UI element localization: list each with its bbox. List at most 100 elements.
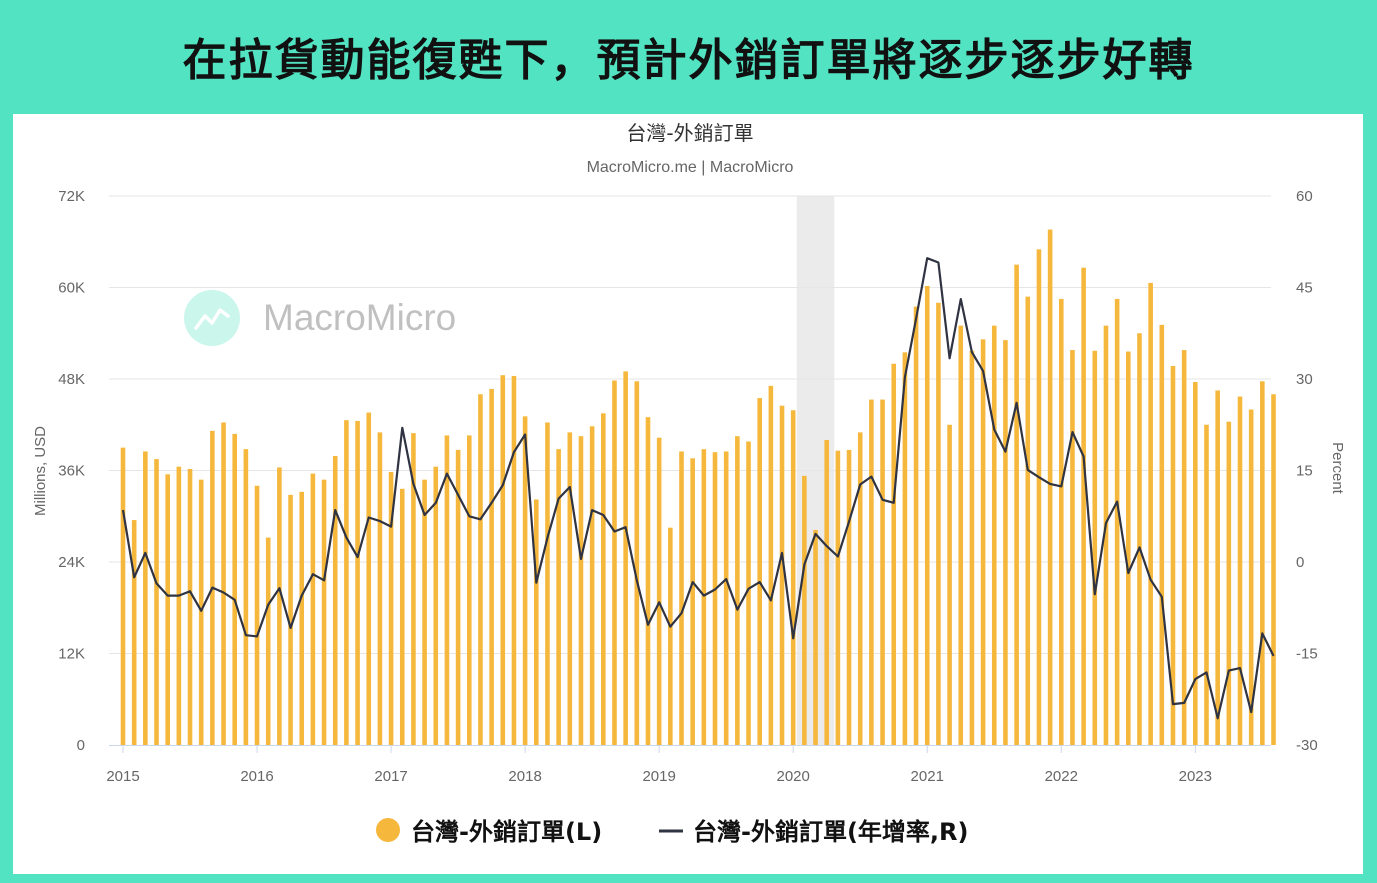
chart-trend-icon-line bbox=[194, 308, 230, 330]
x-tick-label: 2019 bbox=[642, 768, 675, 785]
bar bbox=[567, 432, 573, 745]
bar bbox=[221, 422, 226, 745]
bar bbox=[701, 449, 707, 745]
bar bbox=[165, 474, 170, 745]
bar bbox=[288, 494, 293, 745]
bar bbox=[478, 394, 483, 745]
bar bbox=[790, 410, 796, 745]
bar bbox=[1260, 381, 1265, 745]
y-axis-right-title: Percent bbox=[1329, 442, 1346, 495]
y-tick-right: 0 bbox=[1296, 554, 1304, 571]
bar bbox=[1070, 350, 1075, 745]
y-tick-left: 12K bbox=[58, 646, 85, 663]
bar bbox=[835, 450, 841, 745]
bar bbox=[198, 479, 204, 745]
bar bbox=[880, 399, 885, 745]
chart-title: 台灣-外銷訂單 bbox=[626, 121, 753, 145]
bar bbox=[489, 388, 494, 745]
y-tick-right: 60 bbox=[1296, 188, 1313, 205]
bar bbox=[578, 436, 584, 745]
bar bbox=[612, 380, 617, 745]
bar bbox=[712, 452, 718, 745]
bar bbox=[1003, 340, 1008, 745]
bar bbox=[254, 485, 260, 745]
bar bbox=[422, 479, 427, 745]
legend-item-bars[interactable]: 台灣-外銷訂單(L) bbox=[376, 818, 602, 846]
bar bbox=[757, 398, 762, 745]
bar bbox=[902, 352, 908, 745]
y-tick-right: 45 bbox=[1296, 280, 1313, 297]
bar bbox=[924, 285, 930, 745]
bar bbox=[969, 350, 975, 745]
bar bbox=[1159, 324, 1165, 745]
bar bbox=[310, 473, 316, 745]
bar bbox=[1204, 424, 1209, 745]
y-tick-right: 15 bbox=[1296, 463, 1313, 480]
x-tick-label: 2018 bbox=[508, 768, 541, 785]
legend: 台灣-外銷訂單(L) 台灣-外銷訂單(年增率,R) bbox=[376, 818, 969, 846]
bar bbox=[388, 472, 394, 745]
legend-item-line[interactable]: 台灣-外銷訂單(年增率,R) bbox=[659, 818, 969, 846]
y-tick-left: 0 bbox=[77, 737, 85, 754]
bar bbox=[299, 491, 305, 745]
bar bbox=[779, 405, 785, 745]
bar bbox=[355, 420, 360, 745]
x-tick-label: 2020 bbox=[777, 768, 810, 785]
bar bbox=[511, 375, 517, 745]
bar bbox=[656, 437, 662, 745]
chart-panel: 台灣-外銷訂單 MacroMicro.me | MacroMicro Macro… bbox=[13, 114, 1363, 874]
bar bbox=[1103, 325, 1109, 745]
axes: 0 -30 12K -15 24K 0 36K 15 48K 30 60K 45 72K 60 2015 20… bbox=[58, 188, 1317, 785]
legend-circle-icon bbox=[376, 818, 400, 842]
bar bbox=[690, 458, 695, 745]
y-tick-left: 72K bbox=[58, 188, 85, 205]
bar bbox=[1271, 394, 1276, 745]
bar bbox=[645, 417, 651, 745]
bar bbox=[344, 420, 349, 745]
bar bbox=[668, 527, 673, 745]
bar bbox=[556, 449, 561, 745]
bar bbox=[1215, 390, 1220, 745]
y-tick-left: 48K bbox=[58, 371, 85, 388]
bar bbox=[679, 451, 684, 745]
bar bbox=[366, 412, 372, 745]
bar bbox=[913, 306, 919, 745]
bar bbox=[444, 435, 450, 745]
x-tick-label: 2021 bbox=[911, 768, 944, 785]
bar bbox=[857, 432, 863, 745]
bar bbox=[1058, 298, 1064, 745]
bar-series bbox=[120, 229, 1276, 746]
chart-trend-icon bbox=[184, 290, 240, 346]
y-tick-right: -30 bbox=[1296, 737, 1318, 754]
bar bbox=[321, 479, 327, 745]
bar bbox=[433, 466, 439, 745]
bar bbox=[455, 449, 461, 745]
bar bbox=[869, 399, 874, 745]
bar bbox=[891, 363, 897, 745]
bar bbox=[466, 435, 472, 745]
bar bbox=[1014, 264, 1019, 745]
bar bbox=[813, 529, 818, 745]
bar bbox=[1036, 249, 1042, 745]
bar bbox=[746, 441, 751, 745]
bar bbox=[1114, 298, 1120, 745]
bar bbox=[1226, 421, 1232, 745]
bar bbox=[589, 426, 595, 745]
bar bbox=[1126, 351, 1131, 745]
bar bbox=[533, 499, 539, 745]
bar bbox=[232, 433, 237, 745]
y-tick-left: 24K bbox=[58, 554, 85, 571]
headline: 在拉貨動能復甦下，預計外銷訂單將逐步逐步好轉 bbox=[182, 35, 1195, 86]
chart: 台灣-外銷訂單 MacroMicro.me | MacroMicro Macro… bbox=[32, 121, 1346, 846]
bar bbox=[411, 433, 416, 745]
bar bbox=[1025, 296, 1031, 745]
y-tick-right: 30 bbox=[1296, 371, 1313, 388]
bar bbox=[947, 424, 952, 745]
bar bbox=[243, 449, 249, 745]
bar bbox=[634, 381, 640, 745]
bar bbox=[1047, 229, 1053, 746]
watermark-text: MacroMicro bbox=[263, 297, 456, 338]
bar bbox=[1081, 267, 1086, 745]
y-tick-left: 60K bbox=[58, 280, 85, 297]
bar bbox=[120, 447, 126, 745]
